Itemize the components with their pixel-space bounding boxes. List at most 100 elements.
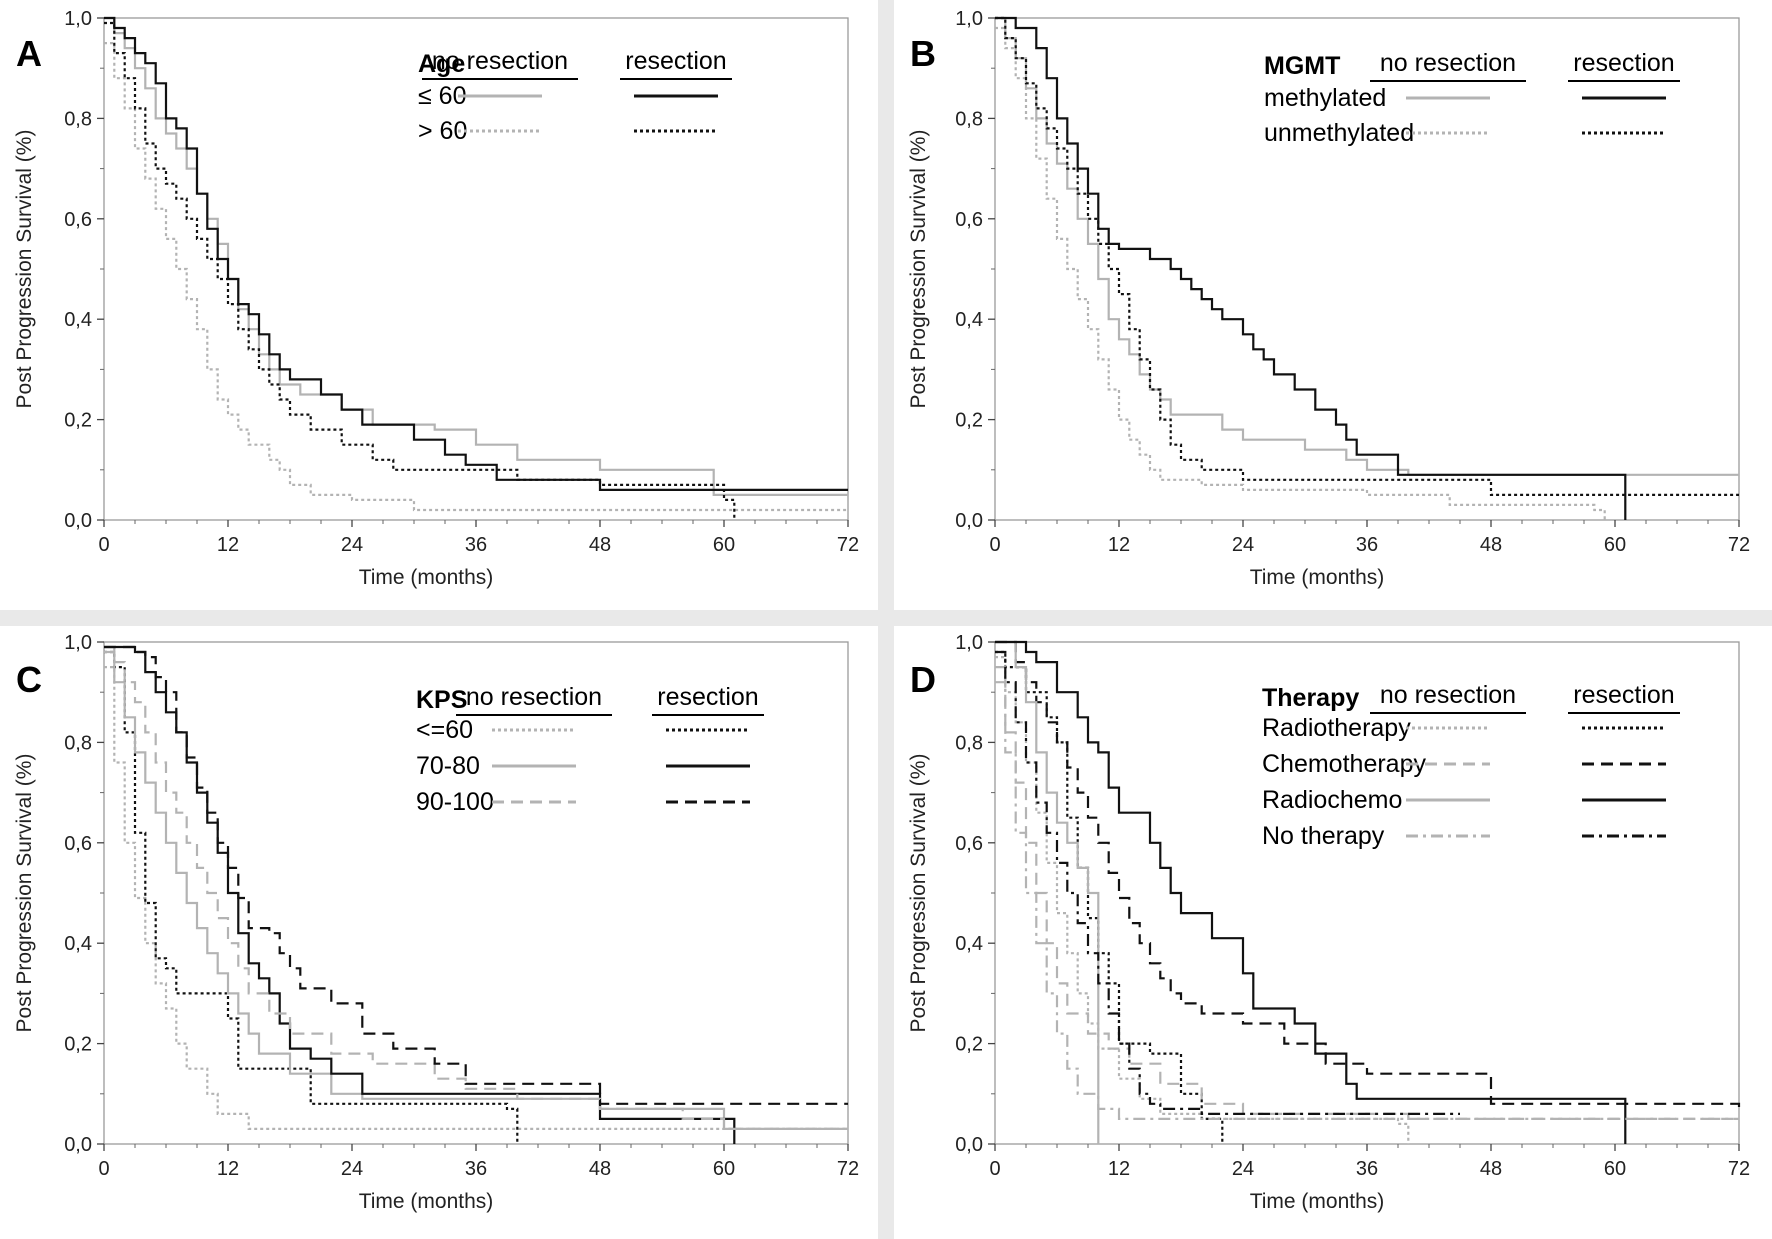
panel-a: 0 12 24 36 48 60 72 0,0 0,2 0,4 0,6 0,8 1,0 Time (mon… xyxy=(0,0,878,610)
legend-row-label: Radiotherapy xyxy=(1262,714,1411,742)
y-axis-title: Post Progression Survival (%) xyxy=(13,754,36,1033)
legend: Therapy no resection resection Radiotherapy… xyxy=(1262,681,1680,850)
y-tick-label: 1,0 xyxy=(955,8,983,30)
x-axis-title: Time (months) xyxy=(359,566,494,589)
series-line xyxy=(995,26,1606,520)
series-line xyxy=(995,681,1739,1120)
x-tick-label: 0 xyxy=(989,534,1000,556)
legend-row-label: Radiochemo xyxy=(1262,786,1402,814)
series-line xyxy=(104,650,848,1130)
y-tick-label: 0,6 xyxy=(64,833,92,855)
y-axis-title: Post Progression Survival (%) xyxy=(907,130,930,409)
x-tick-label: 24 xyxy=(1232,1158,1254,1180)
legend-row-label: <=60 xyxy=(416,716,473,744)
y-tick-label: 0,8 xyxy=(955,108,983,130)
series-line xyxy=(104,666,848,1130)
legend-col-header: no resection xyxy=(1380,49,1516,77)
x-tick-label: 48 xyxy=(589,1158,611,1180)
legend-col-header: no resection xyxy=(1380,681,1516,709)
series-line xyxy=(995,640,1741,1109)
panel-background xyxy=(0,0,878,610)
series-line xyxy=(995,16,1627,520)
legend-col-header: resection xyxy=(657,683,758,711)
y-tick-label: 0,4 xyxy=(955,933,983,955)
panel-label: B xyxy=(910,33,936,74)
y-tick-label: 0,4 xyxy=(955,309,983,331)
y-tick-label: 1,0 xyxy=(955,632,983,654)
legend-title: MGMT xyxy=(1264,52,1340,80)
series-line xyxy=(104,645,848,1105)
series-line xyxy=(995,640,1100,1144)
y-tick-label: 0,0 xyxy=(955,510,983,532)
y-tick-label: 0,0 xyxy=(64,510,92,532)
y-tick-label: 0,2 xyxy=(64,410,92,432)
x-axis-title: Time (months) xyxy=(1250,1190,1385,1213)
legend-col-header: no resection xyxy=(432,47,568,75)
x-tick-label: 0 xyxy=(989,1158,1000,1180)
y-tick-label: 0,4 xyxy=(64,309,92,331)
x-tick-label: 48 xyxy=(1480,534,1502,556)
x-tick-label: 12 xyxy=(217,534,239,556)
y-axis-title: Post Progression Survival (%) xyxy=(13,130,36,409)
series-line xyxy=(995,640,1627,1144)
y-tick-label: 0,8 xyxy=(64,108,92,130)
series-line xyxy=(995,650,1460,1115)
series-line xyxy=(104,645,736,1144)
x-tick-label: 72 xyxy=(837,1158,859,1180)
series-line xyxy=(995,650,1224,1144)
x-tick-label: 60 xyxy=(713,1158,735,1180)
y-axis-title: Post Progression Survival (%) xyxy=(907,754,930,1033)
series-line xyxy=(104,42,848,512)
series-line xyxy=(104,650,519,1144)
series-line xyxy=(104,16,848,491)
panel-c: 0 12 24 36 48 60 72 0,0 0,2 0,4 0,6 0,8 1,0 Time (mon… xyxy=(0,626,878,1239)
y-tick-label: 0,6 xyxy=(955,209,983,231)
legend-row-label: 70-80 xyxy=(416,752,480,780)
legend-title: Therapy xyxy=(1262,684,1359,712)
series-line xyxy=(104,645,848,1130)
legend-col-header: resection xyxy=(625,47,726,75)
x-tick-label: 36 xyxy=(1356,1158,1378,1180)
legend-title: Age xyxy=(418,50,465,78)
x-tick-label: 60 xyxy=(713,534,735,556)
x-tick-label: 24 xyxy=(341,1158,363,1180)
x-tick-label: 36 xyxy=(465,1158,487,1180)
x-tick-label: 36 xyxy=(1356,534,1378,556)
y-tick-label: 0,6 xyxy=(955,833,983,855)
x-tick-label: 72 xyxy=(1728,534,1750,556)
x-tick-label: 0 xyxy=(98,1158,109,1180)
legend-row-label: No therapy xyxy=(1262,822,1385,850)
series-line xyxy=(995,16,1739,476)
y-tick-label: 0,8 xyxy=(64,732,92,754)
legend-col-header: no resection xyxy=(466,683,602,711)
legend-col-header: resection xyxy=(1573,49,1674,77)
panel-b: 0 12 24 36 48 60 72 0,0 0,2 0,4 0,6 0,8 1,0 Time (mon… xyxy=(894,0,1772,610)
x-tick-label: 12 xyxy=(217,1158,239,1180)
x-tick-label: 48 xyxy=(1480,1158,1502,1180)
legend-col-header: resection xyxy=(1573,681,1674,709)
series-line xyxy=(995,666,1739,1120)
x-axis-title: Time (months) xyxy=(359,1190,494,1213)
x-axis-title: Time (months) xyxy=(1250,566,1385,589)
series-line xyxy=(995,656,1410,1144)
legend: MGMT no resection resection methylated unmet… xyxy=(1264,49,1680,147)
panel-label: A xyxy=(16,33,42,74)
y-tick-label: 1,0 xyxy=(64,632,92,654)
x-tick-label: 60 xyxy=(1604,1158,1626,1180)
x-tick-label: 12 xyxy=(1108,534,1130,556)
x-tick-label: 0 xyxy=(98,534,109,556)
y-tick-label: 0,0 xyxy=(955,1134,983,1156)
x-tick-label: 24 xyxy=(341,534,363,556)
legend-row-label: methylated xyxy=(1264,84,1386,112)
legend-title: KPS xyxy=(416,686,467,714)
y-tick-label: 0,2 xyxy=(955,410,983,432)
y-tick-label: 0,6 xyxy=(64,209,92,231)
y-tick-label: 0,4 xyxy=(64,933,92,955)
y-tick-label: 0,0 xyxy=(64,1134,92,1156)
x-tick-label: 72 xyxy=(837,534,859,556)
x-tick-label: 24 xyxy=(1232,534,1254,556)
panel-d: 0 12 24 36 48 60 72 0,0 0,2 0,4 0,6 0,8 1,0 Time (mon… xyxy=(894,626,1772,1239)
